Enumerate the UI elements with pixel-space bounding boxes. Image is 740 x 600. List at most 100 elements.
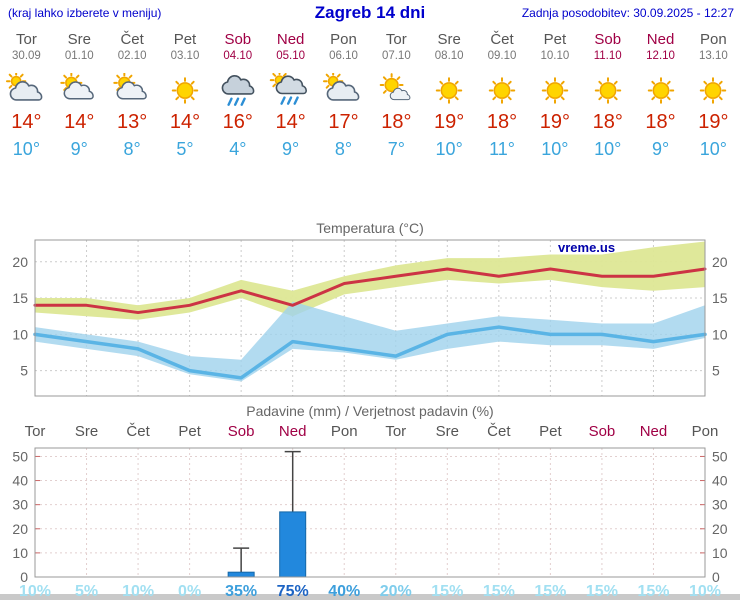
- day-max-temp: 18°: [381, 111, 412, 133]
- day-column[interactable]: Sob 11.10 18° 10°: [581, 31, 634, 161]
- day-max-temp: 14°: [275, 111, 306, 133]
- menu-hint: (kraj lahko izberete v meniju): [8, 6, 162, 20]
- day-name: Pet: [543, 31, 567, 48]
- svg-text:35%: 35%: [225, 583, 257, 600]
- day-column[interactable]: Ned 05.10 14° 9°: [264, 31, 317, 161]
- svg-text:Ned: Ned: [640, 423, 668, 440]
- day-max-temp: 18°: [645, 111, 676, 133]
- day-name: Sre: [67, 31, 91, 48]
- day-column[interactable]: Pon 06.10 17° 8°: [317, 31, 370, 161]
- day-max-temp: 18°: [486, 111, 518, 133]
- last-updated: Zadnja posodobitev: 30.09.2025 - 12:27: [521, 6, 734, 20]
- svg-text:20: 20: [712, 521, 728, 537]
- day-max-temp: 14°: [64, 111, 95, 133]
- day-date: 08.10: [434, 50, 464, 62]
- svg-text:10: 10: [712, 326, 728, 342]
- sunny-icon: [423, 63, 476, 109]
- svg-text:Čet: Čet: [126, 423, 150, 440]
- partly-cloudy-icon: [53, 63, 106, 109]
- svg-text:15%: 15%: [637, 583, 669, 600]
- day-name: Sob: [594, 31, 622, 48]
- sunny-icon: [687, 63, 740, 109]
- day-name: Tor: [385, 31, 407, 48]
- svg-text:15: 15: [12, 290, 28, 306]
- day-column[interactable]: Tor 30.09 14° 10°: [0, 31, 53, 161]
- day-column[interactable]: Čet 02.10 13° 8°: [106, 31, 159, 161]
- svg-text:Pon: Pon: [692, 423, 719, 440]
- day-column[interactable]: Čet 09.10 18° 11°: [476, 31, 529, 161]
- day-name: Sre: [437, 31, 461, 48]
- page-title: Zagreb 14 dni: [314, 3, 426, 22]
- day-date: 10.10: [540, 50, 570, 62]
- day-column[interactable]: Pet 03.10 14° 5°: [159, 31, 212, 161]
- day-min-temp: 9°: [651, 139, 670, 159]
- day-column[interactable]: Sob 04.10 16° 4°: [211, 31, 264, 161]
- svg-text:Sre: Sre: [75, 423, 98, 440]
- day-min-temp: 11°: [489, 139, 515, 159]
- svg-text:Pet: Pet: [178, 423, 201, 440]
- day-name: Čet: [120, 31, 144, 48]
- day-min-temp: 10°: [594, 139, 622, 159]
- day-max-temp: 14°: [11, 111, 42, 133]
- day-min-temp: 10°: [435, 139, 463, 159]
- svg-text:15%: 15%: [431, 583, 463, 600]
- day-min-temp: 9°: [282, 139, 300, 159]
- bottom-edge-bar: [0, 594, 740, 600]
- partly-cloudy-icon: [106, 63, 159, 109]
- svg-text:40: 40: [712, 473, 728, 489]
- svg-text:75%: 75%: [277, 583, 309, 600]
- day-date: 01.10: [64, 50, 94, 62]
- svg-text:20: 20: [712, 254, 728, 270]
- sunny-icon: [159, 63, 212, 109]
- day-date: 04.10: [223, 50, 253, 62]
- day-date: 05.10: [276, 50, 306, 62]
- day-max-temp: 18°: [592, 111, 623, 133]
- day-date: 11.10: [593, 50, 622, 62]
- day-column[interactable]: Pon 13.10 19° 10°: [687, 31, 740, 161]
- svg-text:Pon: Pon: [331, 423, 358, 440]
- svg-text:Tor: Tor: [25, 423, 46, 440]
- day-date: 12.10: [646, 50, 675, 62]
- day-max-temp: 19°: [539, 111, 570, 133]
- svg-text:15%: 15%: [586, 583, 618, 600]
- day-column[interactable]: Sre 08.10 19° 10°: [423, 31, 476, 161]
- svg-text:10: 10: [712, 545, 728, 561]
- day-column[interactable]: Sre 01.10 14° 9°: [53, 31, 106, 161]
- svg-text:30: 30: [712, 497, 728, 513]
- day-date: 09.10: [487, 50, 517, 62]
- day-min-temp: 9°: [70, 139, 88, 159]
- day-column[interactable]: Ned 12.10 18° 9°: [634, 31, 687, 161]
- day-min-temp: 10°: [699, 139, 727, 159]
- svg-text:50: 50: [712, 448, 728, 464]
- svg-text:Sob: Sob: [228, 423, 255, 440]
- day-max-temp: 13°: [116, 111, 148, 133]
- svg-text:15%: 15%: [483, 583, 515, 600]
- svg-text:15: 15: [712, 290, 728, 306]
- svg-text:5: 5: [712, 363, 720, 379]
- day-column[interactable]: Tor 07.10 18° 7°: [370, 31, 423, 161]
- mostly-cloudy-icon: [0, 63, 53, 109]
- svg-text:50: 50: [12, 448, 28, 464]
- mostly-sunny-icon: [370, 63, 423, 109]
- svg-text:10%: 10%: [19, 583, 51, 600]
- svg-text:30: 30: [12, 497, 28, 513]
- svg-text:Ned: Ned: [279, 423, 307, 440]
- svg-text:0: 0: [712, 569, 720, 585]
- day-date: 03.10: [170, 50, 200, 62]
- precip-chart-title: Padavine (mm) / Verjetnost padavin (%): [246, 403, 494, 419]
- day-min-temp: 8°: [123, 139, 141, 159]
- day-column[interactable]: Pet 10.10 19° 10°: [528, 31, 581, 161]
- day-min-temp: 5°: [176, 139, 194, 159]
- day-name: Sob: [224, 31, 252, 48]
- svg-text:20%: 20%: [380, 583, 412, 600]
- rain-icon: [211, 63, 264, 109]
- svg-text:Čet: Čet: [487, 423, 511, 440]
- svg-text:10%: 10%: [122, 583, 154, 600]
- day-date: 07.10: [381, 50, 411, 62]
- day-name: Ned: [646, 31, 675, 48]
- showers-icon: [264, 63, 317, 109]
- svg-text:Sre: Sre: [436, 423, 459, 440]
- day-max-temp: 16°: [222, 111, 253, 133]
- sunny-icon: [634, 63, 687, 109]
